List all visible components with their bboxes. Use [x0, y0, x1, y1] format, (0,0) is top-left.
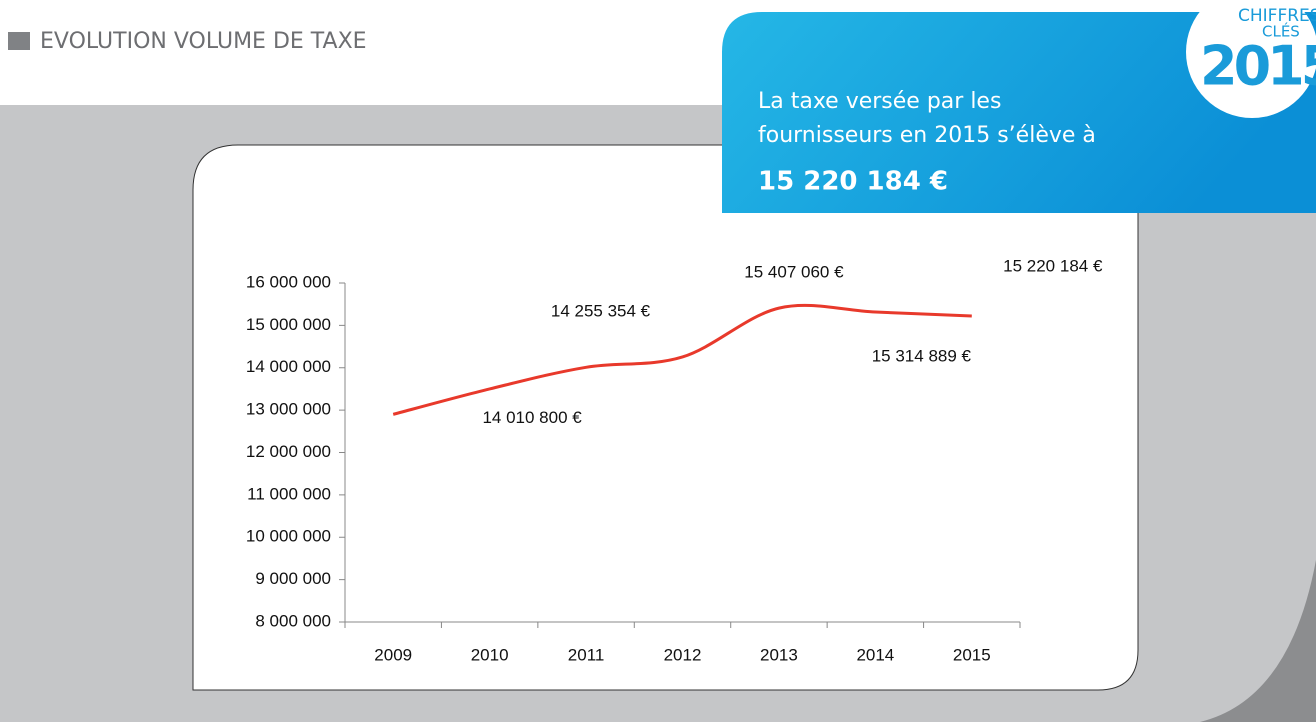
data-label: 14 010 800 € [482, 408, 582, 427]
callout-amount: 15 220 184 € [758, 167, 948, 197]
x-tick-label: 2014 [856, 645, 894, 664]
y-tick-label: 12 000 000 [246, 442, 331, 461]
y-tick-label: 10 000 000 [246, 527, 331, 546]
header-title: EVOLUTION VOLUME DE TAXE [40, 29, 367, 54]
badge-year: 2015 [1200, 35, 1316, 98]
x-tick-label: 2012 [664, 645, 702, 664]
x-tick-label: 2013 [760, 645, 798, 664]
y-tick-label: 9 000 000 [255, 569, 331, 588]
data-label: 15 220 184 € [1003, 257, 1103, 276]
chart-box [192, 144, 1139, 691]
data-label: 15 314 889 € [872, 347, 972, 366]
badge [1186, 0, 1316, 118]
x-tick-label: 2011 [568, 645, 605, 664]
header-square [8, 32, 30, 50]
plot: 8 000 000 9 000 000 10 000 000 11 000 000 12… [246, 257, 1103, 665]
badge-label: CLÉS [1262, 22, 1300, 41]
data-label: 15 407 060 € [744, 263, 844, 282]
callout-text: La taxe versée par les [758, 89, 1001, 114]
y-tick-label: 8 000 000 [255, 611, 331, 630]
x-tick-label: 2010 [471, 645, 509, 664]
y-tick-label: 15 000 000 [246, 315, 331, 334]
callout-box [722, 12, 1316, 213]
x-tick-label: 2015 [953, 645, 991, 664]
badge-label: CHIFFRES [1238, 6, 1316, 26]
y-tick-label: 14 000 000 [246, 357, 331, 376]
corner [1200, 560, 1316, 722]
x-tick-label: 2009 [374, 645, 412, 664]
y-tick-label: 13 000 000 [246, 400, 331, 419]
data-label: 14 255 354 € [551, 301, 651, 320]
line [392, 303, 972, 416]
y-tick-label: 16 000 000 [246, 272, 331, 291]
callout-text: fournisseurs en 2015 s’élève à [758, 123, 1096, 148]
y-tick-label: 11 000 000 [247, 484, 331, 503]
